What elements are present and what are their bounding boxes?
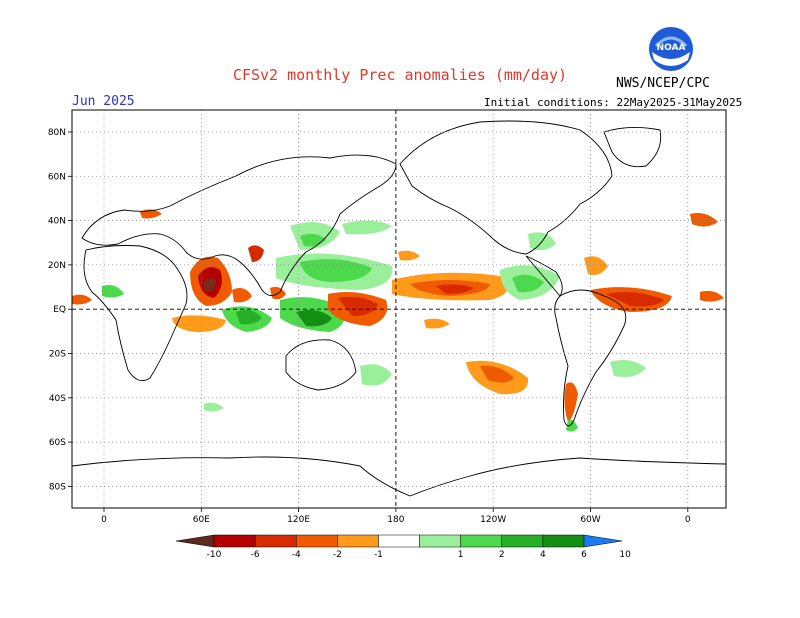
legend-label: -2 — [333, 550, 342, 560]
chart-title: CFSv2 monthly Prec anomalies (mm/day) — [232, 66, 568, 84]
legend-label: 4 — [540, 550, 546, 560]
legend-label: 1 — [458, 550, 464, 560]
legend-color-box — [378, 534, 420, 548]
axis-tick-labels: 80N 60N 40N 20N EQ 20S 40S 60S 80S 0 60E 120E 180 120… — [48, 128, 691, 525]
lon-tick-label: 60E — [193, 515, 210, 525]
lon-tick-label: 120E — [287, 515, 310, 525]
legend-label: 2 — [499, 550, 505, 560]
lat-tick-label: 40N — [48, 217, 66, 227]
legend-color-box — [254, 534, 297, 548]
lon-tick-label: 120W — [480, 515, 506, 525]
forecast-month: Jun 2025 — [72, 94, 135, 109]
lat-lon-grid — [68, 110, 726, 512]
lat-tick-label: 20S — [49, 350, 66, 360]
legend-arrow-right — [583, 534, 623, 548]
lat-tick-label: 20N — [48, 261, 66, 271]
legend-label: 6 — [581, 550, 587, 560]
lat-tick-label: 40S — [49, 394, 66, 404]
lat-tick-label: 60S — [49, 438, 66, 448]
legend-arrow-left — [175, 534, 215, 548]
map-frame — [71, 109, 727, 509]
legend-color-box — [213, 534, 256, 548]
legend-color-box — [542, 534, 585, 548]
coastlines — [71, 120, 727, 497]
noaa-logo-icon: NOAA — [649, 27, 693, 71]
legend-color-box — [501, 534, 544, 548]
legend-labels: -10 -6 -4 -2 -1 1 2 4 6 10 — [207, 550, 631, 560]
legend-color-box — [419, 534, 461, 548]
lon-tick-label: 60W — [580, 515, 600, 525]
svg-text:NOAA: NOAA — [657, 43, 686, 53]
lon-tick-label: 180 — [387, 515, 404, 525]
legend-label: 10 — [619, 550, 631, 560]
legend-label: -6 — [251, 550, 260, 560]
legend-color-box — [295, 534, 338, 548]
legend-label: -10 — [207, 550, 222, 560]
agency-label: NWS/NCEP/CPC — [616, 76, 710, 91]
initial-conditions: Initial conditions: 22May2025-31May2025 — [484, 96, 743, 109]
lat-tick-label: EQ — [53, 305, 66, 315]
anomaly-field — [72, 209, 724, 432]
lon-tick-label: 0 — [101, 515, 107, 525]
lat-tick-label: 80S — [49, 482, 66, 492]
legend-color-box — [337, 534, 379, 548]
lon-tick-label: 0 — [685, 515, 691, 525]
legend-label: -1 — [374, 550, 383, 560]
legend-color-box — [460, 534, 503, 548]
lat-tick-label: 60N — [48, 172, 66, 182]
legend-label: -4 — [292, 550, 301, 560]
legend-color-boxes — [175, 534, 623, 548]
lat-tick-label: 80N — [48, 128, 66, 138]
